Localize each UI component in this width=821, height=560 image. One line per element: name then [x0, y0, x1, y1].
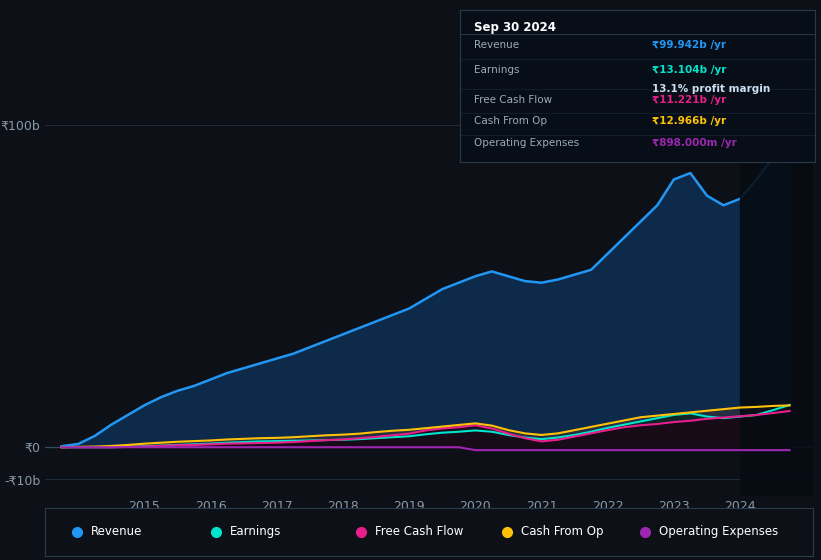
Text: ₹12.966b /yr: ₹12.966b /yr — [652, 116, 726, 127]
Text: ₹13.104b /yr: ₹13.104b /yr — [652, 65, 726, 74]
Text: Earnings: Earnings — [475, 65, 520, 74]
Text: Earnings: Earnings — [229, 525, 281, 538]
Text: Free Cash Flow: Free Cash Flow — [475, 95, 553, 105]
Text: 13.1% profit margin: 13.1% profit margin — [652, 85, 770, 95]
Text: Operating Expenses: Operating Expenses — [475, 138, 580, 148]
Text: ₹11.221b /yr: ₹11.221b /yr — [652, 95, 726, 105]
Text: Operating Expenses: Operating Expenses — [659, 525, 778, 538]
Text: Cash From Op: Cash From Op — [475, 116, 548, 127]
Bar — [740, 92, 813, 496]
Text: ₹898.000m /yr: ₹898.000m /yr — [652, 138, 736, 148]
Text: Revenue: Revenue — [91, 525, 143, 538]
Text: Free Cash Flow: Free Cash Flow — [375, 525, 464, 538]
Text: Cash From Op: Cash From Op — [521, 525, 603, 538]
Text: ₹99.942b /yr: ₹99.942b /yr — [652, 40, 726, 50]
Text: Sep 30 2024: Sep 30 2024 — [475, 21, 556, 34]
Text: Revenue: Revenue — [475, 40, 520, 50]
